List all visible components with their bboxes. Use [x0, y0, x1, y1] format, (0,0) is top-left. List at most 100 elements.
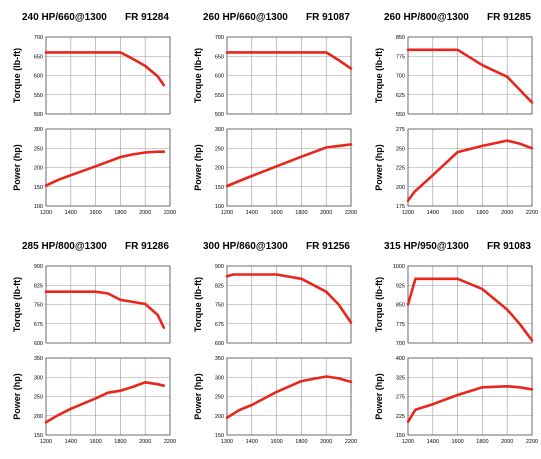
x-tick-label: 2200 [526, 210, 538, 216]
chart-title: 285 HP/800@1300 [22, 241, 107, 252]
torque-point [156, 313, 159, 316]
x-tick-label: 1600 [451, 439, 463, 445]
x-tick-label: 1800 [476, 210, 488, 216]
engine-rating-panel: 315 HP/950@1300 FR 91083 700 775 850 925 1000 T… [362, 229, 541, 458]
y-tick-label: 750 [215, 303, 224, 309]
chart-title: 260 HP/660@1300 [203, 12, 288, 23]
power-point [325, 146, 328, 149]
x-tick-label: 1800 [295, 439, 307, 445]
y-tick-label: 700 [396, 341, 405, 347]
y-tick-label: 200 [396, 185, 405, 191]
x-tick-label: 1200 [221, 210, 233, 216]
torque-curve [406, 277, 534, 342]
chart-title: 260 HP/800@1300 [384, 12, 469, 23]
torque-point [407, 303, 409, 306]
torque-point [431, 48, 434, 51]
engine-rating-panel: 260 HP/800@1300 FR 91285 550 625 700 775 850 To… [362, 0, 541, 229]
torque-point [250, 51, 253, 54]
power-point [325, 375, 328, 378]
x-tick-label: 2200 [345, 210, 357, 216]
torque-curve [225, 273, 353, 324]
y-tick-label: 825 [34, 283, 43, 289]
power-point [119, 156, 122, 159]
y-tick-label: 825 [215, 283, 224, 289]
y-tick-label: 225 [396, 166, 405, 172]
y-tick-label: 150 [34, 433, 43, 439]
power-point [531, 388, 533, 391]
x-tick-label: 1200 [402, 439, 414, 445]
power-axis-label: Power (hp) [374, 144, 384, 191]
torque-point [481, 288, 484, 290]
x-tick-label: 1200 [40, 210, 52, 216]
torque-point [45, 290, 47, 293]
power-point [300, 380, 303, 382]
part-number: FR 91286 [125, 241, 169, 252]
x-tick-label: 2000 [320, 439, 332, 445]
y-tick-label: 700 [215, 35, 224, 41]
y-tick-label: 775 [396, 54, 405, 60]
y-tick-label: 200 [215, 414, 224, 420]
y-tick-label: 275 [396, 127, 405, 133]
power-point [226, 416, 228, 419]
torque-plot: 550 625 700 775 850 Torque (lb-ft) [374, 35, 534, 118]
torque-point [275, 273, 278, 276]
x-tick-label: 1600 [270, 439, 282, 445]
power-point [156, 150, 159, 153]
torque-plot: 700 775 850 925 1000 Torque (lb-ft) [374, 264, 534, 347]
y-tick-label: 750 [34, 303, 43, 309]
power-point [156, 383, 159, 386]
y-tick-label: 250 [34, 146, 43, 152]
plot-frame [407, 36, 533, 115]
torque-point [250, 273, 253, 276]
power-point [431, 403, 434, 406]
power-plot: 100 150 200 250 300 Power (hp) [193, 127, 353, 210]
torque-point [69, 51, 72, 54]
x-tick-label: 1200 [40, 439, 52, 445]
y-tick-label: 1000 [393, 264, 405, 270]
power-point [337, 145, 340, 147]
torque-point [94, 51, 97, 54]
y-tick-label: 675 [215, 322, 224, 328]
plot-frame [226, 36, 352, 115]
power-point [107, 391, 109, 394]
y-tick-label: 900 [215, 264, 224, 270]
chart-title: 315 HP/950@1300 [384, 241, 469, 252]
power-point [518, 386, 521, 389]
power-point [456, 151, 459, 154]
x-tick-label: 1800 [476, 439, 488, 445]
y-tick-label: 200 [34, 414, 43, 420]
engine-rating-svg: 285 HP/800@1300 FR 91286 600 675 750 825 900 To… [12, 241, 176, 445]
y-tick-label: 150 [215, 185, 224, 191]
plot-frame [226, 128, 352, 207]
torque-point [94, 290, 97, 293]
y-tick-label: 850 [396, 303, 405, 309]
engine-rating-panel: 260 HP/660@1300 FR 91087 500 550 600 650 700 To… [181, 0, 361, 229]
plot-frame [45, 357, 171, 436]
torque-point [481, 64, 484, 67]
y-tick-label: 650 [34, 54, 43, 60]
power-point [275, 165, 278, 168]
torque-point [456, 277, 459, 280]
torque-point [414, 277, 417, 280]
torque-point [232, 273, 235, 276]
torque-point [144, 65, 147, 67]
x-tick-label: 2000 [501, 439, 513, 445]
torque-axis-label: Torque (lb-ft) [12, 277, 22, 332]
y-tick-label: 250 [396, 146, 405, 152]
x-tick-label: 1200 [402, 210, 414, 216]
x-tick-label: 1400 [246, 210, 258, 216]
torque-point [531, 101, 533, 104]
power-point [531, 147, 533, 150]
plot-frame [407, 128, 533, 207]
x-tick-label: 1400 [65, 439, 77, 445]
x-tick-label: 2200 [345, 439, 357, 445]
power-curve [44, 381, 166, 424]
y-tick-label: 600 [34, 341, 43, 347]
x-tick-label: 1600 [270, 210, 282, 216]
torque-point [45, 51, 47, 54]
x-tick-label: 2200 [526, 439, 538, 445]
power-plot: 150 225 275 325 400 Power (hp) [374, 356, 534, 439]
power-point [407, 199, 409, 202]
power-point [414, 408, 417, 411]
y-tick-label: 650 [215, 54, 224, 60]
